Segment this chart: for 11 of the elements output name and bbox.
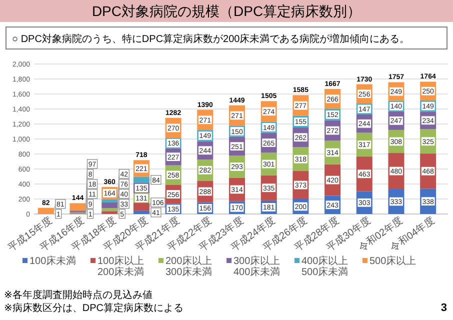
- text: ※各年度調査開始時点の見込み値: [4, 289, 152, 301]
- chart-subtitle: ○ DPC対象病院のうち、特にDPC算定病床数が200床未満である病院が増加傾向にある。: [12, 33, 410, 45]
- text: 3: [440, 302, 447, 314]
- legend-label: 300床以上400床未満: [234, 255, 280, 278]
- legend-label: 500床以上: [370, 255, 416, 267]
- legend-label: 100床以上200床未満: [98, 255, 144, 278]
- text: ※病床数区分は、DPC算定病床数による: [4, 302, 184, 314]
- legend-label: 100床未満: [30, 255, 76, 267]
- legend-label: 400床以上500床未満: [302, 255, 348, 278]
- chart-title: DPC対象病院の規模（DPC算定病床数別）: [92, 3, 362, 19]
- legend-label: 200床以上300床未満: [166, 255, 212, 278]
